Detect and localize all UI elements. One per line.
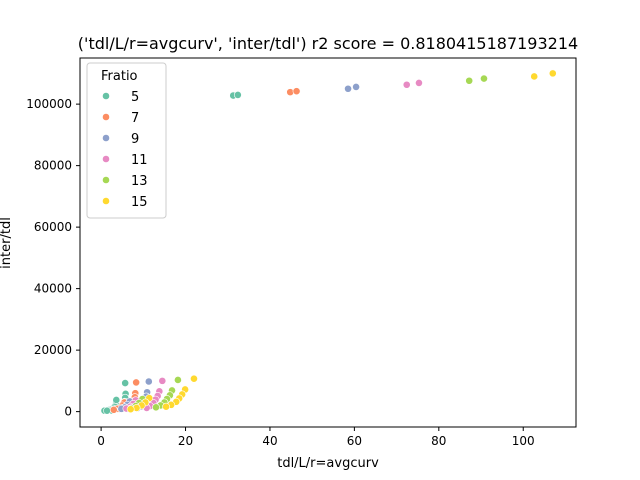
data-point bbox=[112, 396, 121, 404]
legend-marker bbox=[102, 155, 110, 163]
x-axis: 0 20 40 60 80 100 bbox=[97, 427, 535, 448]
x-tick-label: 40 bbox=[262, 434, 277, 448]
data-point bbox=[152, 403, 160, 412]
x-tick-label: 60 bbox=[347, 434, 362, 448]
data-point bbox=[158, 376, 167, 385]
legend-label: 7 bbox=[131, 111, 139, 126]
chart-title: ('tdl/L/r=avgcurv', 'inter/tdl') r2 scor… bbox=[78, 34, 578, 53]
data-point bbox=[132, 378, 141, 387]
data-point bbox=[109, 405, 118, 414]
data-point bbox=[344, 84, 352, 93]
legend-label: 11 bbox=[131, 153, 148, 168]
data-point bbox=[286, 88, 295, 97]
y-tick-label: 60000 bbox=[34, 220, 72, 234]
y-tick-label: 80000 bbox=[34, 159, 72, 173]
points-layer bbox=[100, 69, 557, 415]
data-point bbox=[530, 72, 539, 81]
legend-items: 5 7 9 11 13 15 bbox=[102, 90, 148, 210]
data-point bbox=[190, 374, 198, 383]
legend-title: Fratio bbox=[101, 69, 138, 84]
x-axis-label: tdl/L/r=avgcurv bbox=[277, 456, 379, 471]
y-tick-label: 40000 bbox=[34, 282, 72, 296]
data-point bbox=[548, 69, 557, 78]
data-point bbox=[126, 405, 135, 414]
legend-label: 13 bbox=[131, 174, 148, 189]
legend-label: 9 bbox=[131, 132, 139, 147]
data-point bbox=[233, 91, 242, 99]
legend-marker bbox=[102, 197, 110, 205]
data-point bbox=[465, 76, 474, 85]
data-point bbox=[103, 406, 111, 415]
legend-box bbox=[86, 62, 167, 219]
legend-marker bbox=[102, 134, 110, 142]
data-point bbox=[121, 379, 130, 387]
data-point bbox=[402, 80, 411, 89]
y-tick-label: 20000 bbox=[34, 343, 72, 357]
y-axis: 0 20000 40000 60000 80000 100000 bbox=[26, 97, 80, 419]
plot-frame bbox=[79, 57, 577, 428]
legend-marker bbox=[102, 92, 110, 100]
data-point bbox=[352, 83, 360, 91]
data-point bbox=[480, 74, 488, 83]
legend-marker bbox=[102, 113, 110, 121]
y-axis-label: inter/tdl bbox=[0, 217, 14, 269]
y-tick-label: 0 bbox=[64, 405, 72, 419]
legend-label: 5 bbox=[131, 90, 139, 105]
data-point bbox=[162, 402, 171, 411]
x-tick-label: 20 bbox=[178, 434, 193, 448]
legend-marker bbox=[102, 176, 110, 184]
data-point bbox=[292, 87, 301, 96]
legend-label: 15 bbox=[131, 195, 148, 210]
data-point bbox=[174, 376, 182, 384]
data-point bbox=[415, 79, 423, 87]
x-tick-label: 0 bbox=[97, 434, 105, 448]
data-point bbox=[144, 377, 153, 386]
x-tick-label: 80 bbox=[431, 434, 446, 448]
y-tick-label: 100000 bbox=[26, 97, 72, 111]
x-tick-label: 100 bbox=[512, 434, 535, 448]
legend: Fratio 5 7 9 11 13 15 bbox=[86, 62, 167, 219]
